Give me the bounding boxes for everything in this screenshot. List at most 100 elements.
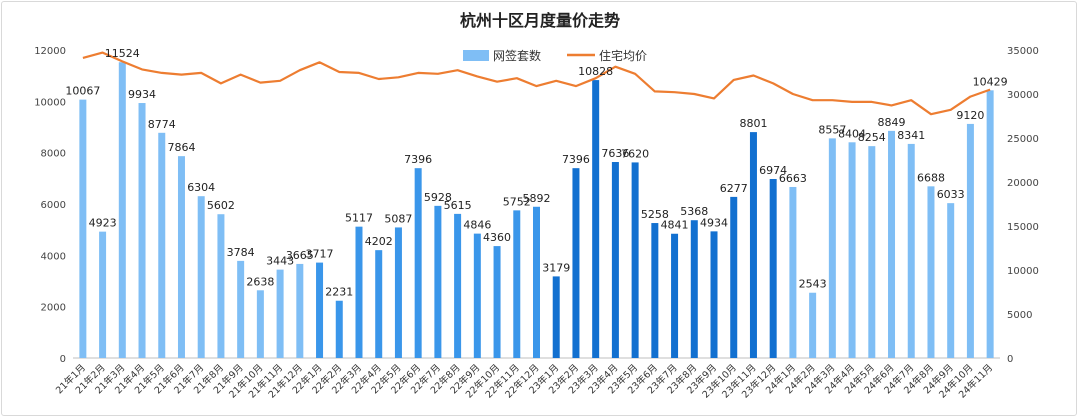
bar [493,246,501,358]
bar [316,262,324,358]
bar [789,186,797,358]
bar [868,146,876,358]
bar-value-label: 7620 [621,147,649,160]
bar-value-label: 3784 [227,246,255,259]
bar-value-label: 4360 [483,231,511,244]
bar-value-label: 8557 [818,123,846,136]
bar [335,300,343,358]
bar-value-label: 3179 [542,261,570,274]
bar-value-label: 7396 [404,153,432,166]
bar-value-label: 2638 [246,275,274,288]
y-right-tick-label: 0 [1007,354,1013,365]
y-left-tick-label: 8000 [41,149,66,160]
bar-value-label: 5368 [680,205,708,218]
bar-value-label: 8849 [878,116,906,129]
bar [611,162,619,358]
bar-value-label: 6688 [917,171,945,184]
bar-value-label: 9120 [956,109,984,122]
y-right-tick-label: 25000 [1007,134,1039,145]
bar [276,269,284,358]
bar [769,179,777,358]
y-right-tick-label: 30000 [1007,90,1039,101]
bar [888,130,896,358]
bar-value-label: 4934 [700,216,728,229]
bar-value-label: 2543 [799,278,827,291]
bar-value-label: 6277 [720,182,748,195]
bar [690,220,698,358]
bar [197,196,205,358]
bars [79,62,994,359]
y-left-tick-label: 2000 [41,303,66,314]
bar [296,263,304,358]
bar [79,99,87,358]
bar-value-label: 8341 [897,129,925,142]
bar [237,260,245,358]
bar-value-label: 6304 [187,181,215,194]
bar [138,103,146,358]
bar-value-label: 7636 [601,147,629,160]
bar [966,123,974,358]
bar [572,168,580,358]
bar [986,90,994,359]
bar-value-label: 8774 [148,118,176,131]
bar [99,231,107,358]
bar [848,142,856,358]
bar-value-label: 5892 [523,192,551,205]
price-series-line [82,51,991,116]
bar-value-label: 10828 [578,65,613,78]
bar [907,143,915,358]
bar [651,223,659,358]
legend-swatch-bars [463,50,489,61]
bar [710,231,718,358]
bar-value-label: 3665 [286,249,314,262]
bar-value-label: 3443 [266,255,294,268]
bar-value-label: 7864 [167,141,195,154]
bar [631,162,639,358]
y-left-tick-label: 4000 [41,251,66,262]
legend-label-bars: 网签套数 [493,48,541,63]
bar-value-label: 5602 [207,199,235,212]
bar [592,80,600,359]
y-right-tick-label: 10000 [1007,266,1039,277]
bar [927,186,935,358]
bar-value-label: 8254 [858,131,886,144]
bar [158,132,166,358]
bar [828,138,836,358]
bar-value-label: 6033 [937,188,965,201]
y-right-tick-label: 5000 [1007,310,1032,321]
bar [375,250,383,358]
bar [454,213,462,358]
bar [513,210,521,358]
y-right-tick-label: 15000 [1007,222,1039,233]
bar-value-label: 4841 [661,219,689,232]
bar-value-label: 10429 [973,75,1008,88]
bar-value-label: 4923 [89,217,117,230]
bar-value-label: 5752 [503,195,531,208]
bar [414,168,422,358]
bar-value-label: 6974 [759,164,787,177]
bar [552,276,560,358]
bar-value-label: 3717 [306,248,334,261]
bar [809,292,817,358]
legend-label-line: 住宅均价 [599,48,647,63]
legend: 网签套数 住宅均价 [463,48,647,63]
bar-value-label: 5928 [424,191,452,204]
y-right-tick-label: 20000 [1007,178,1039,189]
bar-value-label: 5615 [444,199,472,212]
bar [671,233,679,358]
bar [434,205,442,358]
bar [947,203,955,358]
bar [256,290,264,358]
bar-value-label: 5087 [384,212,412,225]
bar [355,226,363,358]
bar [730,196,738,358]
bar-value-label: 9934 [128,88,156,101]
bar [118,62,126,358]
y-left-tick-label: 6000 [41,200,66,211]
y-left-tick-label: 12000 [34,46,66,57]
bar [217,214,225,358]
y-right-tick-label: 35000 [1007,46,1039,57]
chart-title: 杭州十区月度量价走势 [460,11,620,30]
